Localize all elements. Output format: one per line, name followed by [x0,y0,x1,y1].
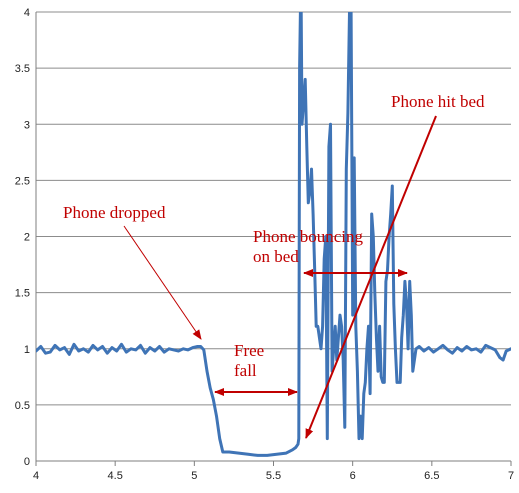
phone-hit-bed-arrow [305,115,437,439]
x-tick-label: 5.5 [266,470,281,482]
free-fall-label: Free fall [234,341,264,380]
y-tick-label: 3 [24,119,30,131]
x-tick-label: 5 [191,470,197,482]
y-tick-label: 0 [24,456,30,468]
x-tick-label: 6 [350,470,356,482]
x-tick-label: 6.5 [424,470,439,482]
y-tick-label: 2 [24,232,30,244]
x-axis-ticks: 4 4.5 5 5.5 6 6.5 7 [33,461,514,482]
annotations: Phone dropped Free fall Phone bouncing on be… [63,92,485,439]
free-fall-label-line: fall [234,361,257,380]
phone-dropped-label-line: Phone dropped [63,203,166,222]
phone-bouncing-label-line: Phone bouncing [253,227,364,246]
y-tick-label: 1 [24,344,30,356]
x-tick-label: 4.5 [108,470,123,482]
phone-bouncing-label: Phone bouncing on bed [253,227,364,266]
phone-bouncing-label-line: on bed [253,247,299,266]
phone-hit-bed-label: Phone hit bed [391,92,485,111]
series-group [36,12,511,457]
phone-dropped-label: Phone dropped [63,203,166,222]
phone-dropped-arrow [123,225,202,340]
series-line [36,12,511,457]
y-tick-label: 3.5 [15,63,30,75]
x-tick-label: 7 [508,470,514,482]
phone-hit-bed-label-line: Phone hit bed [391,92,485,111]
x-tick-label: 4 [33,470,39,482]
y-axis-ticks: 0 0.5 1 1.5 2 2.5 3 3.5 4 [15,7,30,468]
y-tick-label: 2.5 [15,175,30,187]
y-tick-label: 0.5 [15,400,30,412]
y-tick-label: 1.5 [15,288,30,300]
free-fall-label-line: Free [234,341,264,360]
y-tick-label: 4 [24,7,30,19]
